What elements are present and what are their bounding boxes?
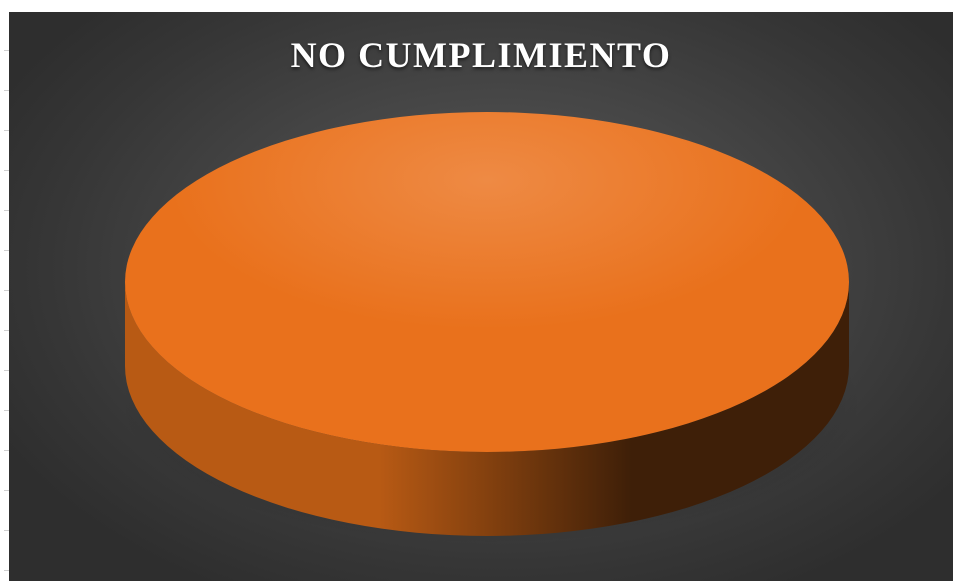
tick-mark	[4, 370, 9, 371]
chart-area: NO CUMPLIMIENTO	[9, 12, 953, 581]
tick-mark	[4, 450, 9, 451]
pie-chart	[119, 112, 863, 544]
tick-mark	[4, 210, 9, 211]
tick-mark	[4, 570, 9, 571]
tick-mark	[4, 530, 9, 531]
tick-mark	[4, 250, 9, 251]
pie-slice-0	[125, 112, 849, 452]
pie-slice-side	[125, 282, 849, 536]
tick-mark	[4, 50, 9, 51]
tick-mark	[4, 290, 9, 291]
tick-mark	[4, 90, 9, 91]
axis-tick-strip	[4, 12, 9, 581]
tick-mark	[4, 410, 9, 411]
tick-mark	[4, 170, 9, 171]
tick-mark	[4, 130, 9, 131]
tick-mark	[4, 330, 9, 331]
chart-title: NO CUMPLIMIENTO	[290, 35, 672, 75]
tick-mark	[4, 490, 9, 491]
